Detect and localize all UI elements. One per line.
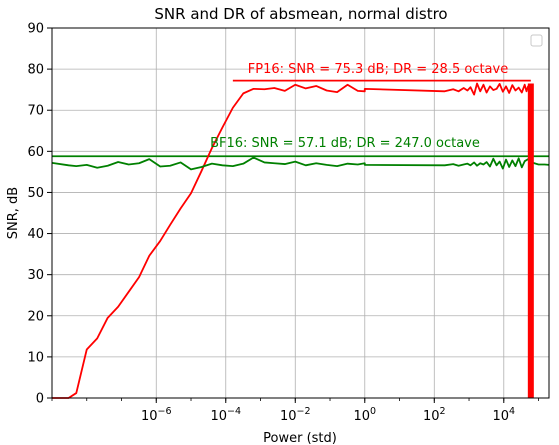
legend-box [530, 34, 543, 47]
y-tick-label: 20 [27, 309, 44, 324]
y-tick-label: 40 [27, 227, 44, 242]
y-tick-label: 50 [27, 186, 44, 201]
y-tick-label: 80 [27, 63, 44, 78]
y-axis-ticks: 0 10 20 30 40 50 60 70 80 90 [27, 22, 52, 407]
annotation-1: BF16: SNR = 57.1 dB; DR = 247.0 octave [210, 136, 480, 151]
x-axis-label: Power (std) [263, 431, 337, 445]
y-tick-label: 90 [27, 22, 44, 37]
x-tick-label: 10−2 [280, 406, 311, 424]
x-tick-label: 100 [353, 406, 376, 424]
plot-frame [51, 27, 550, 399]
grid [52, 27, 549, 399]
chart-title: SNR and DR of absmean, normal distro [154, 5, 447, 23]
y-axis-label: SNR, dB [6, 187, 21, 239]
series-layer [51, 82, 550, 399]
series-line-0 [52, 82, 532, 399]
series-line-1 [51, 156, 550, 171]
x-tick-label: 10−4 [210, 406, 241, 424]
y-tick-label: 60 [27, 145, 44, 160]
y-tick-label: 10 [27, 350, 44, 365]
y-tick-label: 0 [36, 392, 44, 407]
y-tick-label: 30 [27, 268, 44, 283]
x-tick-label: 10−6 [141, 406, 172, 424]
x-axis-ticks: 10−6 10−4 10−2 100 102 104 [51, 398, 539, 424]
annotation-0: FP16: SNR = 75.3 dB; DR = 28.5 octave [248, 62, 508, 77]
annotations: FP16: SNR = 75.3 dB; DR = 28.5 octave BF1… [210, 62, 508, 151]
y-tick-label: 70 [27, 104, 44, 119]
x-tick-label: 102 [423, 406, 446, 424]
reference-lines [52, 79, 549, 158]
x-tick-label: 104 [492, 406, 515, 424]
